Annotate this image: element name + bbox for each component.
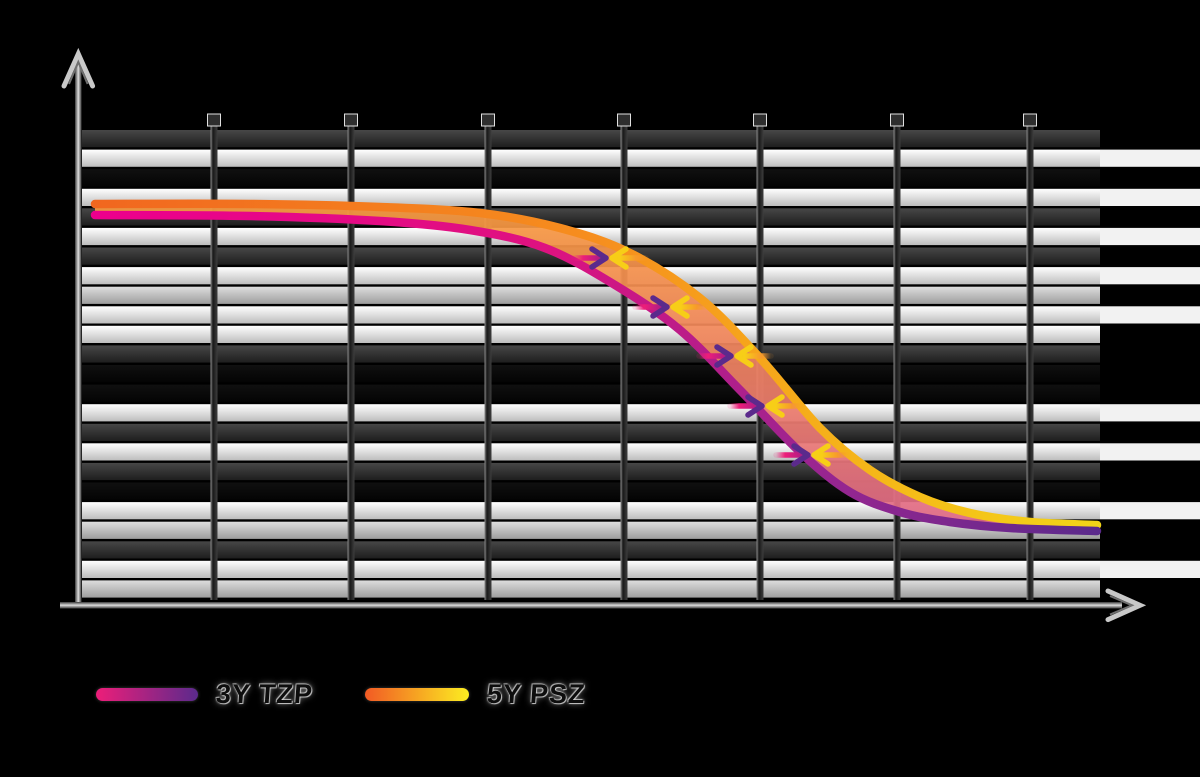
grid-row bbox=[82, 267, 1100, 285]
left-arrow-head-icon bbox=[670, 295, 690, 319]
grid-vline bbox=[347, 116, 355, 600]
grid-row bbox=[82, 541, 1100, 559]
legend-item-5y-psz: 5Y PSZ bbox=[365, 679, 587, 709]
grid-vline bbox=[893, 116, 901, 600]
upper-curve-5y-psz bbox=[90, 199, 1102, 530]
grid-row bbox=[82, 502, 1100, 520]
convergence-arrow-pair bbox=[696, 344, 774, 368]
grid-row bbox=[82, 325, 1100, 343]
grid-vline bbox=[210, 116, 218, 600]
grid-vline-cap bbox=[753, 113, 767, 127]
grid-row bbox=[82, 169, 1100, 187]
grid-row bbox=[82, 462, 1100, 481]
legend-swatch-pink-purple-gradient bbox=[96, 688, 198, 701]
grid-row-extension bbox=[1100, 267, 1200, 285]
grid-vline-cap bbox=[344, 113, 358, 127]
right-arrow-head-icon bbox=[650, 295, 670, 319]
grid-row-extension bbox=[1100, 560, 1200, 578]
convergence-arrow-pair bbox=[571, 246, 649, 270]
left-arrow-head-icon bbox=[734, 344, 754, 368]
grid-vline-cap bbox=[481, 113, 495, 127]
right-arrow-head-icon bbox=[589, 246, 609, 270]
grid-row bbox=[82, 580, 1100, 598]
grid-vline-cap bbox=[207, 113, 221, 127]
grid-row-extension bbox=[1100, 188, 1200, 206]
convergence-arrow-pair bbox=[773, 443, 851, 467]
grid-row bbox=[82, 286, 1100, 304]
legend-label-5y-psz: 5Y PSZ bbox=[486, 679, 587, 709]
grid-row bbox=[82, 384, 1100, 402]
grid-row-extension bbox=[1100, 502, 1200, 520]
grid-row-extension bbox=[1100, 404, 1200, 422]
grid-row bbox=[82, 404, 1100, 422]
grid-vline bbox=[620, 116, 628, 600]
x-axis-arrow-icon bbox=[1105, 588, 1147, 623]
grid-row bbox=[82, 423, 1100, 441]
grid-vline-cap bbox=[1023, 113, 1037, 127]
y-axis-arrow-icon bbox=[61, 47, 96, 89]
right-arrow-head-icon bbox=[714, 344, 734, 368]
grid-row bbox=[82, 521, 1100, 539]
grid-row bbox=[82, 482, 1100, 500]
grid-row bbox=[82, 443, 1100, 461]
grid-row bbox=[82, 306, 1100, 324]
convergence-arrow-pair bbox=[727, 394, 805, 418]
grid-row-extension bbox=[1100, 443, 1200, 461]
axes bbox=[60, 47, 1147, 623]
grid-vline-cap bbox=[890, 113, 904, 127]
grid-vline bbox=[1026, 116, 1034, 600]
grid-row bbox=[82, 130, 1100, 148]
legend-swatch-orange-yellow-gradient bbox=[365, 688, 470, 701]
grid-row bbox=[82, 345, 1100, 363]
grid-vline-cap bbox=[617, 113, 631, 127]
left-arrow-head-icon bbox=[765, 394, 785, 418]
grid-row-extension bbox=[1100, 227, 1200, 246]
grid-row bbox=[82, 560, 1100, 578]
left-arrow-head-icon bbox=[811, 443, 831, 467]
grid-row bbox=[82, 149, 1100, 167]
right-arrow-head-icon bbox=[791, 443, 811, 467]
lower-curve-3y-tzp bbox=[90, 210, 1102, 536]
grid-vline bbox=[484, 116, 492, 600]
convergence-arrow-pair bbox=[632, 295, 710, 319]
legend-item-3y-tzp: 3Y TZP bbox=[96, 679, 315, 709]
legend-label-3y-tzp: 3Y TZP bbox=[214, 679, 315, 709]
x-axis-line bbox=[60, 602, 1122, 609]
right-arrow-head-icon bbox=[745, 394, 765, 418]
grid-row-extension bbox=[1100, 306, 1200, 324]
y-axis-line bbox=[75, 64, 82, 608]
grid-row-extension bbox=[1100, 149, 1200, 167]
chart-legend: 3Y TZP 5Y PSZ bbox=[96, 679, 587, 709]
grid-row bbox=[82, 365, 1100, 383]
left-arrow-head-icon bbox=[609, 246, 629, 270]
